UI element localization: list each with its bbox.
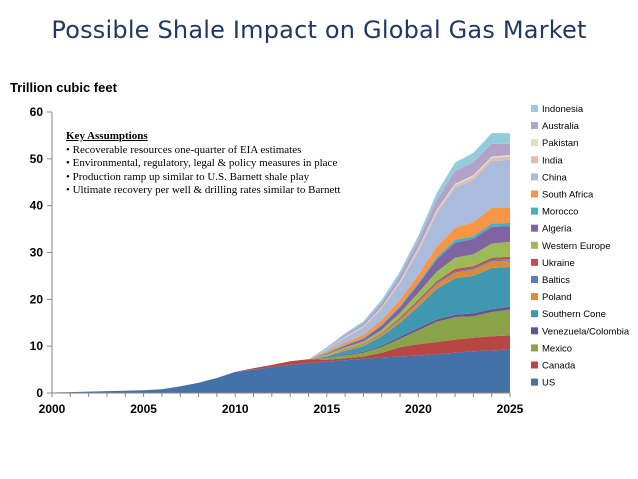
legend-label-southern-cone: Southern Cone [542,309,606,320]
y-tick-label: 0 [36,386,43,400]
area-morocco [52,223,510,393]
legend-swatch-algeria [531,224,538,232]
area-mexico [52,309,510,393]
legend-label-western-europe: Western Europe [542,241,610,252]
legend-swatch-indonesia [531,105,538,112]
legend-swatch-india [531,156,538,164]
y-tick-label: 50 [30,152,44,166]
x-tick-label: 2025 [497,402,524,416]
legend-label-china: China [542,172,568,183]
area-canada [52,335,510,393]
legend-label-australia: Australia [542,121,580,132]
legend-label-ukraine: Ukraine [542,258,575,269]
legend-swatch-china [531,173,538,181]
legend-swatch-pakistan [531,139,538,147]
legend-swatch-venezuela-colombia [531,327,538,335]
key-assumption-item: • Production ramp up similar to U.S. Bar… [66,170,310,183]
area-us [52,349,510,393]
key-assumption-item: • Environmental, regulatory, legal & pol… [66,157,338,169]
legend-label-canada: Canada [542,361,576,372]
area-algeria [52,226,510,393]
legend-swatch-us [531,378,538,386]
legend-label-baltics: Baltics [542,275,570,286]
y-tick-label: 20 [30,292,44,306]
y-tick-label: 60 [30,105,44,119]
area-series-group [52,133,510,393]
key-assumptions-heading: Key Assumptions [66,130,148,142]
y-tick-label: 40 [30,199,44,213]
legend-label-pakistan: Pakistan [542,138,578,149]
legend-label-poland: Poland [542,292,572,303]
legend-label-algeria: Algeria [542,224,572,235]
legend-swatch-western-europe [531,241,538,249]
chart-title: Possible Shale Impact on Global Gas Mark… [51,16,587,44]
legend-label-morocco: Morocco [542,207,578,218]
y-tick-label: 30 [30,246,44,260]
axes-group: 0 10 20 30 40 50 60 2000 2005 2010 2015 2020 2025 [30,105,524,416]
legend-label-south-africa: South Africa [542,190,594,201]
legend-label-indonesia: Indonesia [542,104,584,115]
area-south-africa [52,208,510,393]
area-southern-cone [52,267,510,393]
legend-label-india: India [542,155,563,166]
x-tick-label: 2010 [222,402,249,416]
area-venezuela-colombia [52,306,510,393]
x-tick-label: 2015 [313,402,340,416]
area-australia [52,143,510,393]
x-tick-label: 2000 [39,402,66,416]
y-tick-label: 10 [30,339,44,353]
area-indonesia [52,133,510,393]
legend-label-venezuela-colombia: Venezuela/Colombia [542,326,630,337]
legend-swatch-morocco [531,207,538,215]
legend-swatch-mexico [531,344,538,352]
key-assumption-item: • Recoverable resources one-quarter of E… [66,143,302,156]
x-tick-label: 2005 [130,402,157,416]
legend-swatch-australia [531,122,538,130]
legend-swatch-ukraine [531,258,538,266]
legend-swatch-canada [531,361,538,369]
y-axis-label: Trillion cubic feet [10,80,117,95]
legend-swatch-south-africa [531,190,538,198]
area-poland [52,260,510,393]
key-assumption-item: • Ultimate recovery per well & drilling … [66,184,341,196]
legend-swatch-southern-cone [531,310,538,318]
legend: Indonesia Australia Pakistan India China Sout… [531,104,630,389]
x-tick-label: 2020 [405,402,432,416]
legend-label-mexico: Mexico [542,343,572,354]
legend-swatch-poland [531,293,538,301]
key-assumptions-box: Key Assumptions • Recoverable resources … [66,130,386,198]
legend-swatch-baltics [531,276,538,283]
area-western-europe [52,241,510,393]
legend-label-us: US [542,378,555,389]
